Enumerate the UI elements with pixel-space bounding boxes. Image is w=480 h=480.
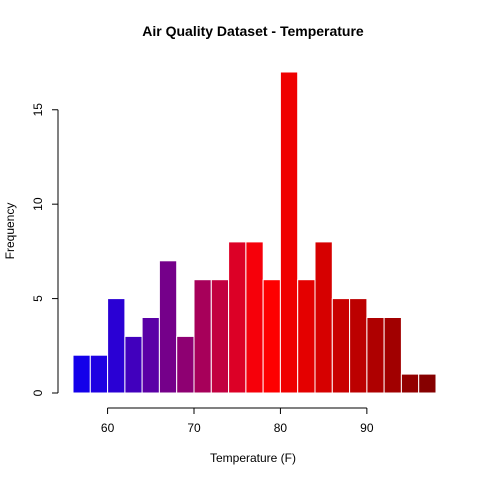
histogram-bar bbox=[193, 279, 212, 394]
histogram-bar bbox=[158, 260, 178, 394]
histogram-bar bbox=[228, 241, 247, 394]
x-axis: 60 70 80 90 bbox=[101, 407, 374, 435]
histogram-bar bbox=[400, 373, 420, 394]
x-tick-label: 90 bbox=[360, 421, 374, 435]
x-tick-label: 60 bbox=[101, 421, 115, 435]
x-axis-label: Temperature (F) bbox=[210, 451, 296, 465]
histogram-bar bbox=[331, 298, 351, 394]
histogram-bar bbox=[107, 298, 126, 394]
histogram-bar bbox=[89, 354, 109, 394]
histogram-bar bbox=[245, 241, 264, 394]
chart-title: Air Quality Dataset - Temperature bbox=[142, 23, 364, 39]
histogram-bar bbox=[210, 279, 230, 394]
histogram-bar bbox=[383, 317, 402, 394]
histogram-bar bbox=[262, 279, 281, 394]
histogram-bar bbox=[297, 279, 316, 394]
y-tick-label: 5 bbox=[31, 295, 45, 302]
bars-group bbox=[72, 71, 437, 394]
histogram-bar bbox=[279, 71, 299, 394]
y-axis: 0 5 10 15 bbox=[31, 103, 59, 396]
histogram-bar bbox=[72, 354, 91, 394]
histogram-bar bbox=[366, 317, 385, 394]
histogram-bar bbox=[141, 317, 160, 394]
y-axis-label: Frequency bbox=[3, 203, 17, 260]
histogram-bar bbox=[349, 298, 368, 394]
y-tick-label: 0 bbox=[31, 389, 45, 396]
x-tick-label: 80 bbox=[274, 421, 288, 435]
histogram-bar bbox=[314, 241, 333, 394]
y-tick-label: 15 bbox=[31, 103, 45, 117]
histogram-bar bbox=[418, 373, 437, 394]
histogram-bar bbox=[124, 335, 143, 394]
x-tick-label: 70 bbox=[187, 421, 201, 435]
histogram-bar bbox=[176, 335, 195, 394]
y-tick-label: 10 bbox=[31, 197, 45, 211]
